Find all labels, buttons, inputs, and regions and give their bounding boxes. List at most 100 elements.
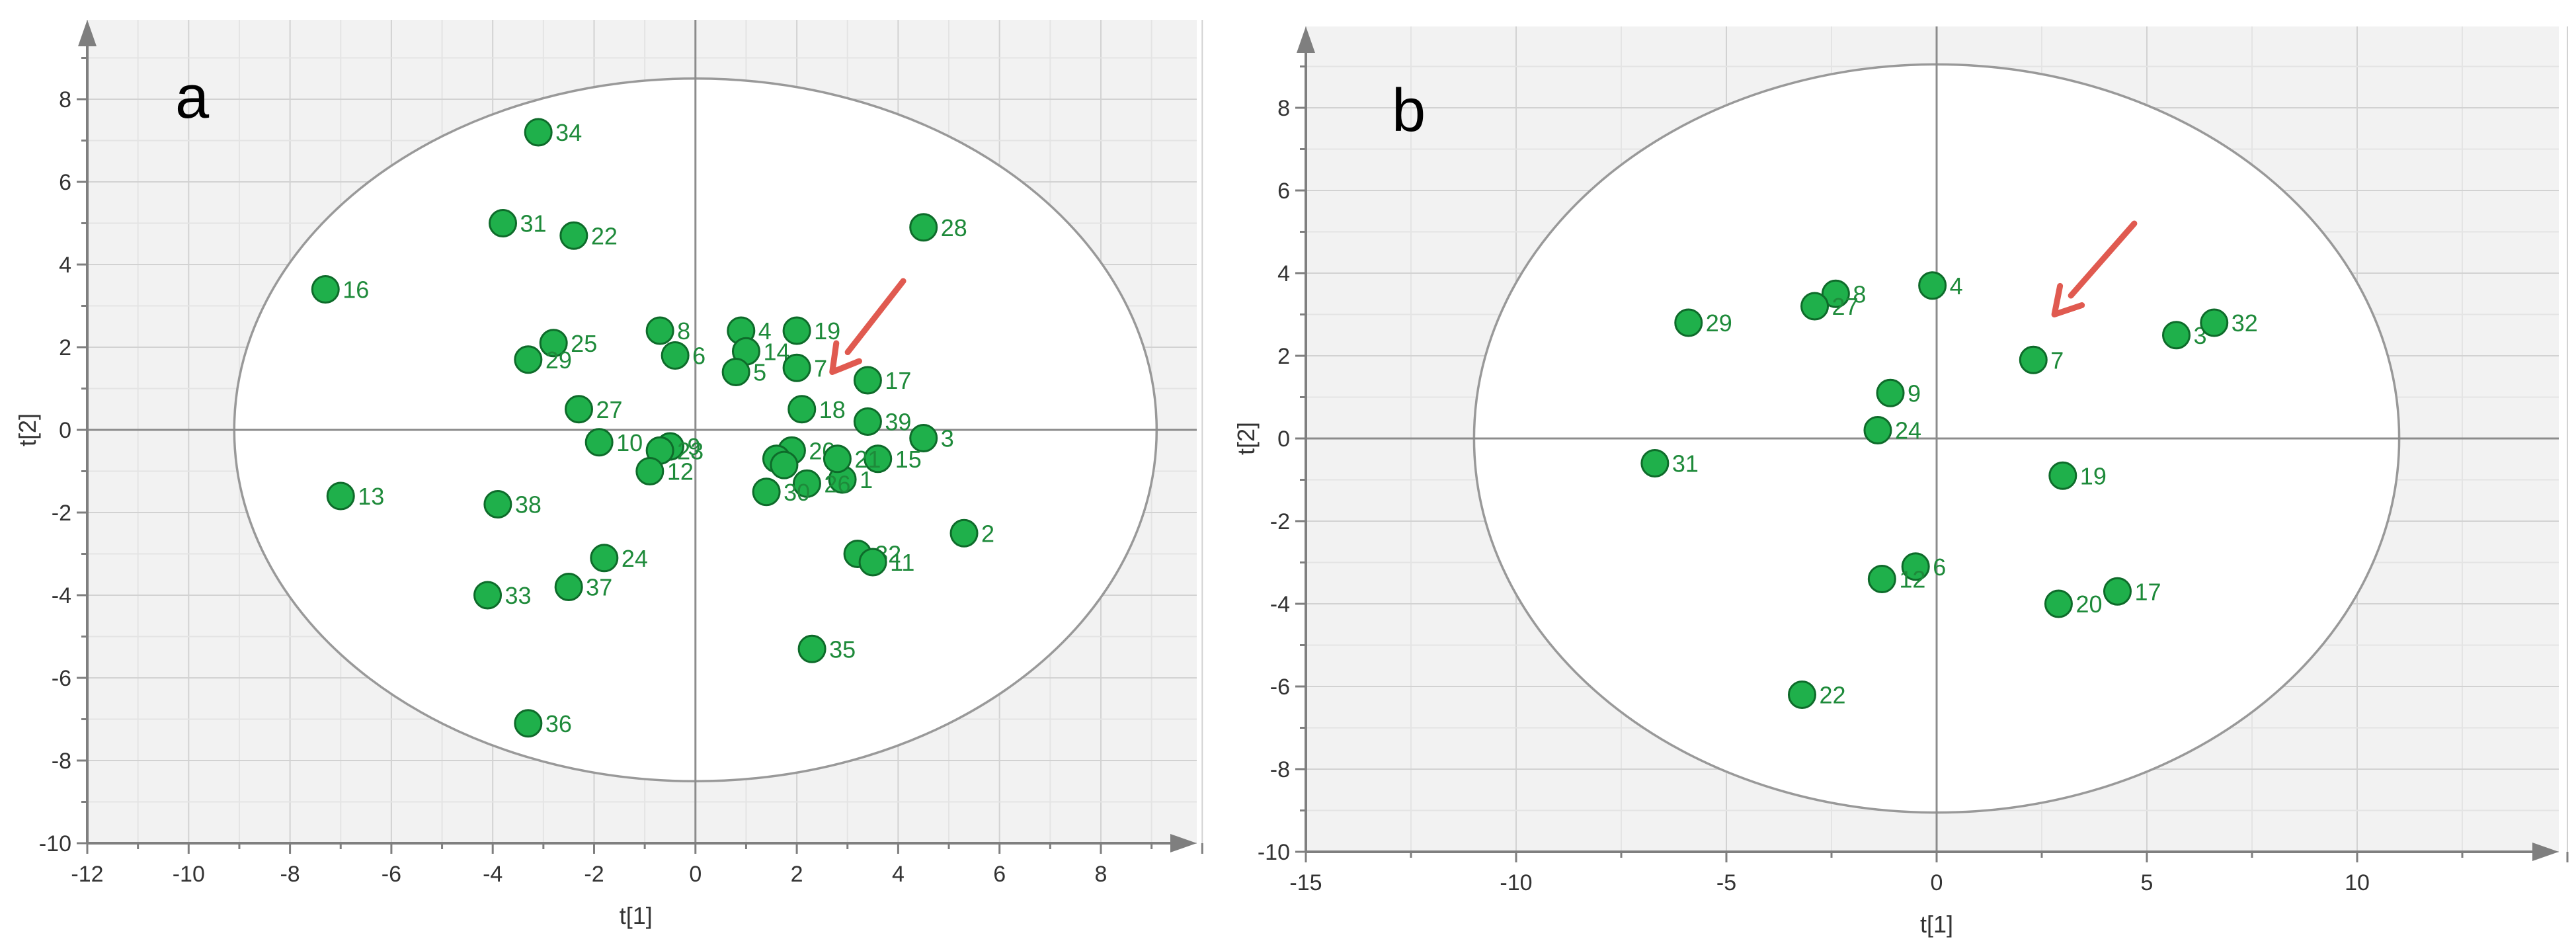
data-point xyxy=(645,316,674,345)
data-point-label: 26 xyxy=(824,470,850,497)
y-axis-arrowhead xyxy=(78,20,97,46)
y-tick-label: -4 xyxy=(52,583,71,608)
x-tick-label: -15 xyxy=(1289,870,1322,895)
data-point-label: 12 xyxy=(1899,566,1925,593)
data-point-label: 7 xyxy=(2050,347,2064,374)
data-point-label: 29 xyxy=(1706,310,1732,337)
data-point xyxy=(2044,589,2073,618)
data-point-label: 38 xyxy=(515,491,542,518)
data-point-label: 22 xyxy=(591,222,618,249)
data-point xyxy=(909,424,938,452)
y-tick-label: -10 xyxy=(39,831,71,856)
x-tick-label: 10 xyxy=(2345,870,2370,895)
data-point xyxy=(792,469,821,498)
data-point xyxy=(473,581,503,610)
data-point xyxy=(1674,308,1703,337)
data-point xyxy=(483,490,512,518)
data-point xyxy=(584,428,614,457)
data-point xyxy=(752,477,781,507)
y-axis-arrowhead xyxy=(1297,26,1315,53)
data-point-label: 24 xyxy=(1895,417,1921,444)
y-tick-label: 0 xyxy=(1277,427,1290,452)
y-tick-label: 4 xyxy=(1277,261,1290,286)
data-point xyxy=(2162,321,2191,350)
data-point xyxy=(787,395,817,424)
data-point xyxy=(1800,292,1830,321)
data-point-label: 17 xyxy=(2134,578,2161,605)
data-point xyxy=(770,450,799,479)
highlight-arrow-shaft xyxy=(844,278,906,356)
data-point xyxy=(782,353,811,382)
data-point-label: 20 xyxy=(2075,591,2102,618)
x-axis-arrowhead xyxy=(2532,843,2559,861)
y-tick-label: 6 xyxy=(59,170,71,195)
data-point xyxy=(635,457,664,485)
data-point xyxy=(311,275,340,304)
data-point-label: 36 xyxy=(545,710,572,737)
data-point xyxy=(559,221,588,250)
data-point xyxy=(1867,565,1896,593)
data-point-label: 31 xyxy=(520,210,547,237)
data-point-label: 16 xyxy=(342,276,369,304)
data-point-label: 8 xyxy=(677,317,690,345)
data-point-label: 17 xyxy=(885,367,911,394)
y-tick-label: -2 xyxy=(52,501,71,526)
data-point xyxy=(554,573,583,601)
x-axis-title: t[1] xyxy=(1920,911,1953,938)
data-point xyxy=(326,481,355,511)
y-tick-label: 0 xyxy=(59,418,71,443)
data-point xyxy=(489,209,518,237)
data-point xyxy=(514,345,543,374)
y-axis-title: t[2] xyxy=(1232,422,1260,455)
data-point-label: 25 xyxy=(571,330,597,357)
data-point-label: 28 xyxy=(941,214,967,241)
x-tick-label: -12 xyxy=(71,862,103,887)
data-point-label: 6 xyxy=(692,343,705,370)
data-point-label: 27 xyxy=(1832,293,1859,320)
data-point xyxy=(864,444,893,474)
data-point xyxy=(949,518,979,548)
data-point-label: 19 xyxy=(2080,462,2107,489)
data-point-label: 10 xyxy=(616,429,643,456)
x-tick-label: 4 xyxy=(892,862,905,887)
data-point-label: 30 xyxy=(784,479,810,506)
data-point-label: 7 xyxy=(814,354,827,382)
x-tick-label: -6 xyxy=(382,862,401,887)
data-point-label: 13 xyxy=(358,483,384,510)
data-point-label: 3 xyxy=(941,425,954,452)
data-point-label: 6 xyxy=(1933,554,1946,581)
data-point-label: 37 xyxy=(586,574,612,601)
data-point-label: 11 xyxy=(890,549,914,576)
data-point xyxy=(661,341,690,370)
data-point xyxy=(1876,378,1905,407)
data-point xyxy=(2200,308,2229,337)
panel-a-score-plot: -12 -10 -8 -6 -4 -2 0 2 4 6 8-10-8-6-4-202468t[1]t… xyxy=(14,20,1203,929)
data-point-label: 19 xyxy=(814,317,840,345)
data-point xyxy=(853,407,882,436)
data-point-label: 15 xyxy=(895,446,922,473)
data-point-label: 4 xyxy=(1950,272,1963,300)
y-tick-label: -8 xyxy=(1270,757,1290,782)
data-point xyxy=(853,366,882,395)
y-tick-label: 2 xyxy=(59,335,71,360)
x-tick-label: 6 xyxy=(993,862,1006,887)
x-axis-arrowhead xyxy=(1170,834,1197,852)
data-point-label: 31 xyxy=(1672,450,1699,477)
data-point-label: 12 xyxy=(667,458,694,485)
data-point-label: 24 xyxy=(622,545,648,572)
highlight-arrow-shaft xyxy=(2068,220,2138,299)
data-point xyxy=(1640,449,1670,477)
x-tick-label: 0 xyxy=(689,862,702,887)
data-point-label: 23 xyxy=(677,437,704,464)
data-point xyxy=(2103,577,2132,606)
data-point-label: 4 xyxy=(758,317,772,345)
data-point xyxy=(1901,552,1930,581)
x-tick-label: 2 xyxy=(791,862,803,887)
data-point-label: 1 xyxy=(860,466,873,493)
y-tick-label: 8 xyxy=(1277,96,1290,121)
x-tick-label: -5 xyxy=(1716,870,1736,895)
data-point-label: 29 xyxy=(545,347,572,374)
data-point-label: 34 xyxy=(555,119,582,146)
panel-letter: a xyxy=(175,63,210,131)
